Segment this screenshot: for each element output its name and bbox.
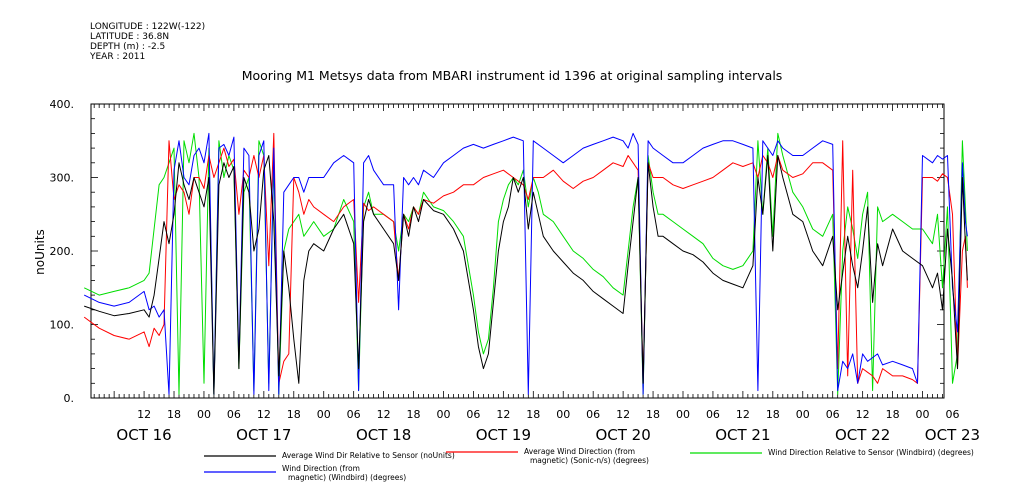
series-line-4 (83, 132, 968, 395)
x-day-label: OCT 22 (835, 426, 890, 444)
chart-title: Mooring M1 Metsys data from MBARI instru… (242, 68, 783, 83)
depth-text: DEPTH (m) : -2.5 (90, 42, 166, 52)
x-tick-label: 00 (796, 408, 810, 421)
x-tick-label: 00 (676, 408, 690, 421)
y-tick-label: 200. (50, 245, 75, 258)
x-tick-label: 00 (916, 408, 930, 421)
year-text: YEAR : 2011 (90, 52, 146, 62)
y-tick-label: 100. (50, 319, 75, 332)
x-tick-label: 06 (826, 408, 840, 421)
x-tick-label: 12 (736, 408, 750, 421)
x-tick-label: 12 (377, 408, 391, 421)
x-tick-label: 12 (616, 408, 630, 421)
x-day-label: OCT 19 (476, 426, 531, 444)
x-tick-label: 00 (556, 408, 570, 421)
legend: Average Wind Dir Relative to Sensor (noU… (204, 447, 974, 482)
x-tick-label: 18 (646, 408, 660, 421)
x-tick-label: 06 (945, 408, 959, 421)
x-day-label: OCT 20 (595, 426, 650, 444)
x-day-label: OCT 18 (356, 426, 411, 444)
longitude-text: LONGITUDE : 122W(-122) (90, 22, 206, 32)
legend-label: Average Wind Direction (from (524, 447, 635, 456)
legend-label: Wind Direction Relative to Sensor (Windb… (768, 448, 974, 457)
legend-label-line2: magnetic) (Sonic-n/s) (degrees) (530, 456, 649, 465)
axes: 12 18 00 06 12 18 00 06 12 18 00 06 12 18 00 06 12 18 00 06… (50, 98, 981, 444)
series-line-1 (84, 155, 968, 395)
x-tick-label: 18 (766, 408, 780, 421)
metadata-block: LONGITUDE : 122W(-122) LATITUDE : 36.8N … (90, 22, 205, 62)
x-day-label: OCT 21 (715, 426, 770, 444)
x-tick-label: 00 (436, 408, 450, 421)
x-tick-label: 12 (856, 408, 870, 421)
legend-label: Wind Direction (from (282, 464, 360, 473)
x-tick-label: 06 (706, 408, 720, 421)
x-tick-label: 12 (496, 408, 510, 421)
y-tick-label: 400. (50, 98, 75, 111)
y-tick-label: 300. (50, 172, 75, 185)
x-day-label: OCT 23 (925, 426, 980, 444)
x-tick-label: 18 (407, 408, 421, 421)
x-day-label: OCT 16 (116, 426, 171, 444)
y-axis-label: noUnits (33, 229, 47, 275)
x-tick-label: 12 (137, 408, 151, 421)
x-tick-label: 18 (167, 408, 181, 421)
x-tick-label: 06 (466, 408, 480, 421)
x-tick-label: 12 (257, 408, 271, 421)
series-layer (83, 132, 968, 395)
x-tick-label: 18 (886, 408, 900, 421)
legend-label: Average Wind Dir Relative to Sensor (noU… (282, 451, 455, 460)
x-tick-label: 00 (197, 408, 211, 421)
x-tick-label: 18 (287, 408, 301, 421)
x-tick-label: 06 (347, 408, 361, 421)
x-day-label: OCT 17 (236, 426, 291, 444)
x-tick-label: 18 (526, 408, 540, 421)
y-tick-label: 0. (64, 392, 75, 405)
legend-label-line2: magnetic) (Windbird) (degrees) (288, 473, 406, 482)
x-tick-label: 06 (586, 408, 600, 421)
x-tick-label: 00 (317, 408, 331, 421)
x-tick-label: 06 (227, 408, 241, 421)
latitude-text: LATITUDE : 36.8N (90, 32, 170, 42)
